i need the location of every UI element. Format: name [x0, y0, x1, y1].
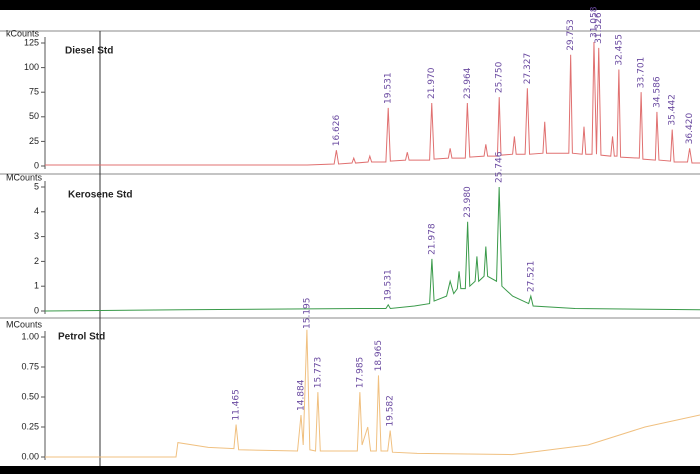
peak-label: 21.970	[427, 67, 437, 99]
peak-label: 36.420	[685, 113, 695, 145]
y-tick-label: 100	[24, 62, 39, 72]
peak-label: 19.531	[384, 72, 394, 104]
peak-label: 31.326	[594, 12, 604, 44]
peak-label: 11.465	[232, 389, 242, 420]
y-tick-label: 5	[34, 181, 39, 191]
y-tick-label: 25	[29, 136, 39, 146]
peak-label: 18.965	[374, 340, 384, 372]
peak-label: 33.701	[637, 57, 647, 89]
peak-label: 23.980	[463, 186, 473, 218]
y-tick-label: 0	[34, 160, 39, 170]
peak-label: 15.195	[302, 298, 312, 330]
y-tick-label: 1.00	[21, 331, 39, 341]
panel-title: Diesel Std	[65, 46, 113, 57]
peak-label: 25.750	[495, 61, 505, 93]
y-tick-label: 0.50	[21, 391, 39, 401]
panel-title: Petrol Std	[58, 332, 105, 343]
peak-label: 15.773	[313, 357, 323, 389]
peak-label: 19.531	[384, 269, 394, 301]
peak-label: 27.521	[526, 261, 536, 293]
bottom-band	[0, 466, 700, 474]
y-unit-label: MCounts	[6, 172, 43, 182]
y-tick-label: 2	[34, 256, 39, 266]
peak-label: 31.058	[589, 6, 599, 38]
peak-label: 27.327	[523, 53, 533, 85]
y-tick-label: 4	[34, 206, 39, 216]
peak-label: 17.985	[355, 357, 365, 389]
peak-label: 34.586	[652, 76, 662, 108]
y-tick-label: 0.75	[21, 361, 39, 371]
y-unit-label: MCounts	[6, 319, 43, 329]
y-tick-label: 75	[29, 87, 39, 97]
trace-line	[45, 42, 700, 166]
peak-label: 25.746	[495, 151, 505, 183]
y-tick-label: 3	[34, 231, 39, 241]
peak-label: 16.626	[332, 114, 342, 146]
peak-label: 23.964	[463, 67, 473, 99]
y-unit-label: kCounts	[6, 28, 40, 38]
peak-label: 29.753	[566, 19, 576, 51]
y-tick-label: 125	[24, 37, 39, 47]
y-tick-label: 0.00	[21, 451, 39, 461]
y-tick-label: 0.25	[21, 421, 39, 431]
top-band	[0, 0, 700, 10]
peak-label: 35.442	[668, 94, 678, 126]
panel-title: Kerosene Std	[68, 190, 132, 201]
y-tick-label: 1	[34, 281, 39, 291]
trace-line	[45, 329, 700, 458]
peak-label: 14.884	[297, 379, 307, 411]
y-tick-label: 50	[29, 111, 39, 121]
peak-label: 21.978	[427, 223, 437, 255]
peak-label: 19.582	[386, 395, 396, 427]
peak-label: 32.455	[614, 34, 624, 66]
trace-line	[44, 186, 700, 312]
y-tick-label: 0	[34, 305, 39, 315]
